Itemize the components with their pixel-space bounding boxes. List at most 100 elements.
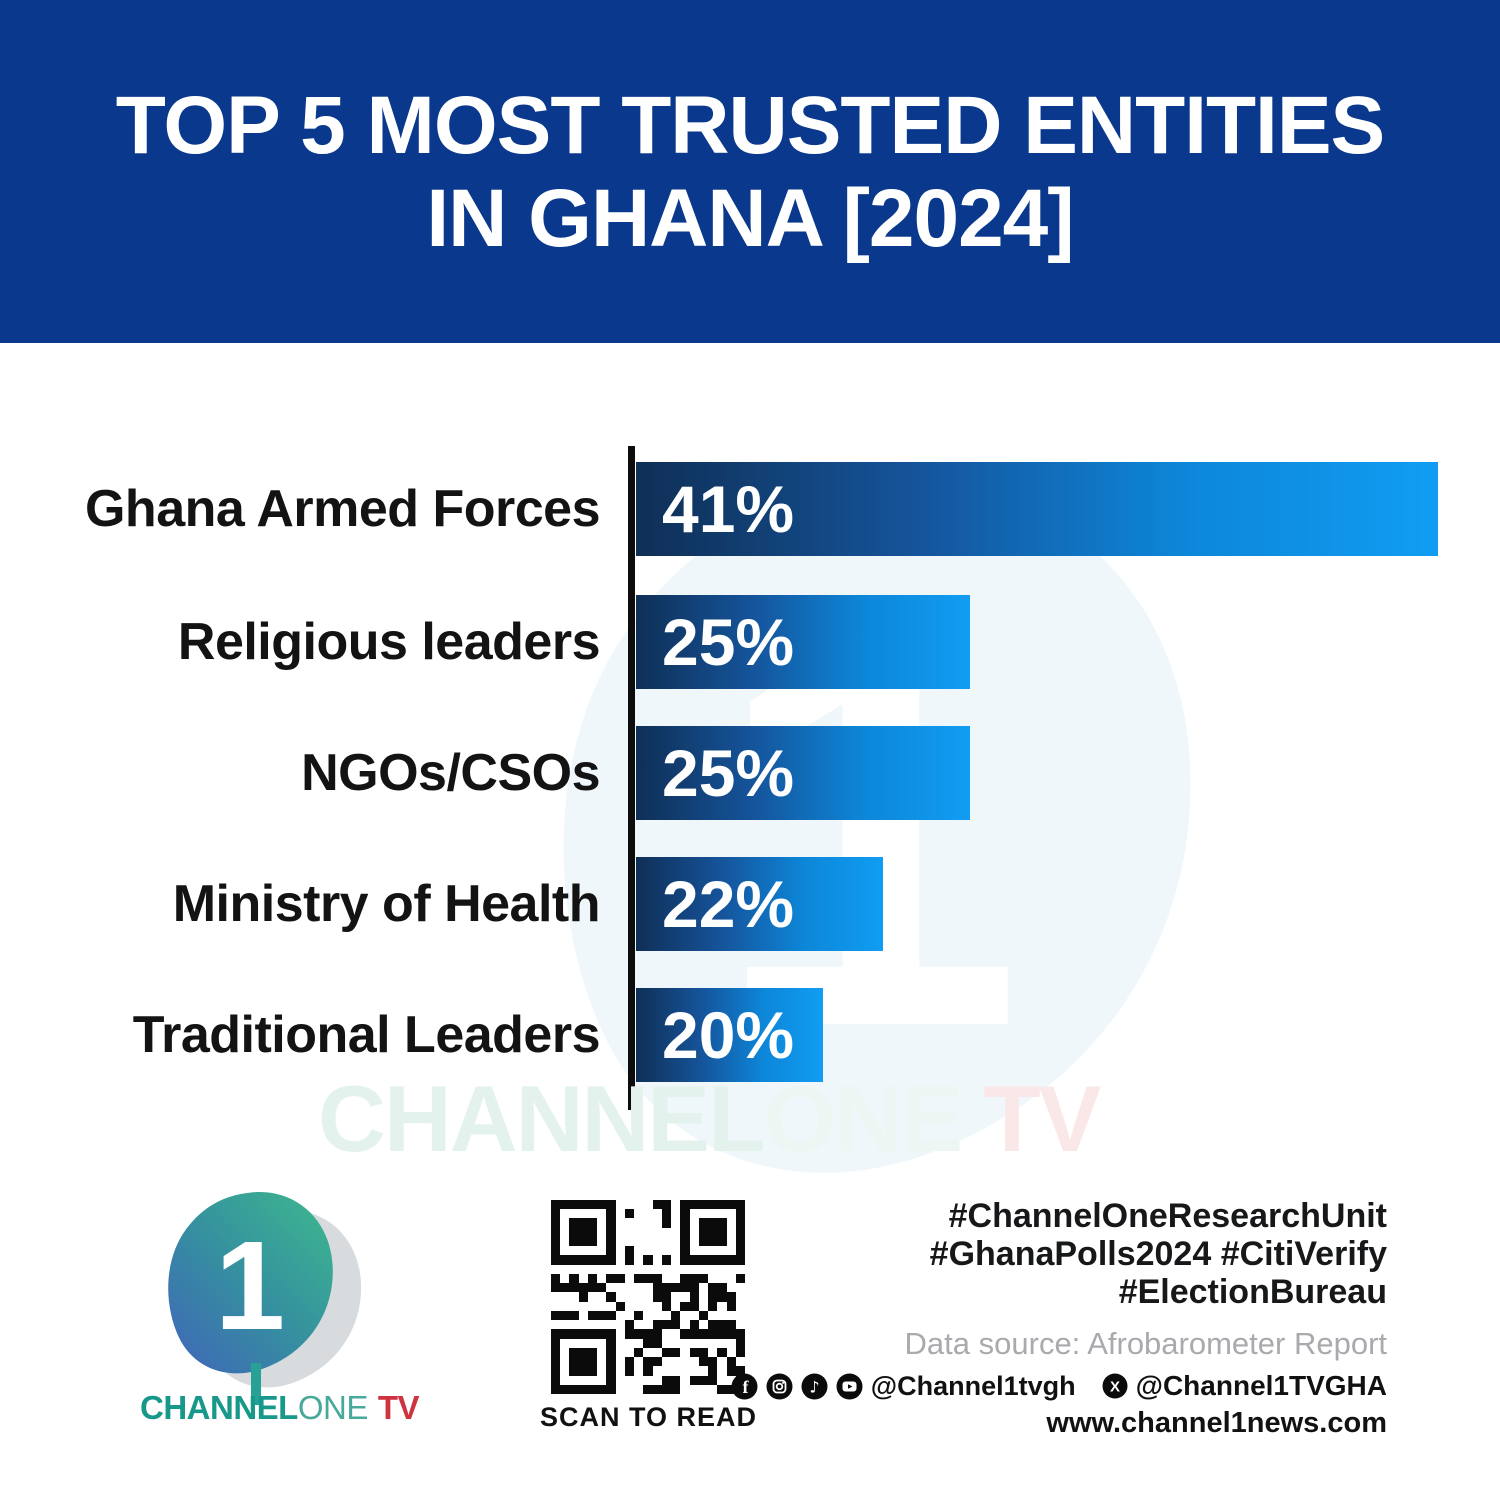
bar-value-religious-leaders: 25% <box>662 605 795 679</box>
qr-module <box>717 1375 727 1385</box>
qr-module <box>698 1264 709 1274</box>
qr-module <box>606 1200 616 1210</box>
qr-module <box>597 1329 607 1339</box>
qr-module <box>680 1366 690 1376</box>
qr-module <box>680 1246 690 1256</box>
qr-module <box>717 1246 727 1256</box>
qr-module <box>560 1310 570 1321</box>
qr-module <box>680 1227 690 1237</box>
qr-module <box>680 1236 690 1247</box>
qr-module <box>560 1292 570 1302</box>
qr-module <box>551 1301 561 1311</box>
qr-module <box>652 1347 662 1358</box>
qr-module <box>560 1320 570 1330</box>
qr-module <box>606 1329 616 1339</box>
qr-module <box>569 1227 579 1237</box>
qr-module <box>551 1329 561 1339</box>
qr-module <box>634 1384 644 1394</box>
qr-module <box>569 1200 579 1210</box>
qr-module <box>624 1264 635 1274</box>
header-band: TOP 5 MOST TRUSTED ENTITIES IN GHANA [20… <box>0 0 1500 343</box>
qr-module <box>708 1218 718 1228</box>
qr-module <box>606 1338 616 1348</box>
qr-module <box>587 1357 598 1367</box>
qr-module <box>689 1292 699 1302</box>
qr-module <box>680 1310 690 1321</box>
qr-module <box>634 1273 644 1284</box>
qr-module <box>634 1209 644 1219</box>
bar-value-ngos-csos: 25% <box>662 736 795 810</box>
qr-caption: SCAN TO READ <box>540 1402 758 1432</box>
qr-module <box>717 1209 727 1219</box>
qr-module <box>597 1283 607 1293</box>
qr-module <box>615 1209 625 1219</box>
qr-module <box>551 1338 561 1348</box>
qr-module <box>606 1310 616 1321</box>
qr-module <box>624 1246 635 1256</box>
qr-module <box>717 1301 727 1311</box>
qr-module <box>569 1273 579 1284</box>
qr-module <box>551 1227 561 1237</box>
chart-axis-line <box>628 446 635 1110</box>
qr-module <box>671 1320 681 1330</box>
qr-module <box>689 1283 699 1293</box>
qr-module <box>717 1200 727 1210</box>
qr-module <box>569 1283 579 1293</box>
qr-module <box>661 1347 672 1358</box>
logo-wordmark-tv: TV <box>377 1389 420 1426</box>
qr-module <box>680 1338 690 1348</box>
qr-module <box>726 1227 736 1237</box>
qr-module <box>661 1338 672 1348</box>
qr-module <box>615 1246 625 1256</box>
qr-module <box>698 1200 709 1210</box>
hashtags-line3: #ElectionBureau <box>1118 1273 1387 1311</box>
qr-module <box>597 1292 607 1302</box>
qr-module <box>671 1273 681 1284</box>
bar-label-religious-leaders: Religious leaders <box>177 613 601 671</box>
qr-module <box>735 1218 745 1228</box>
qr-module <box>689 1255 699 1265</box>
qr-module <box>569 1246 579 1256</box>
qr-module <box>652 1329 662 1339</box>
logo-wordmark-one: ONE <box>297 1389 369 1426</box>
qr-module <box>717 1227 727 1237</box>
qr-module <box>615 1218 625 1228</box>
qr-module <box>735 1292 745 1302</box>
qr-module <box>597 1209 607 1219</box>
qr-module <box>680 1273 690 1284</box>
qr-module <box>624 1338 635 1348</box>
qr-module <box>551 1366 561 1376</box>
qr-module <box>587 1218 598 1228</box>
qr-module <box>634 1200 644 1210</box>
qr-module <box>597 1236 607 1247</box>
qr-module <box>634 1357 644 1367</box>
qr-module <box>661 1255 672 1265</box>
qr-module <box>735 1236 745 1247</box>
qr-module <box>643 1366 653 1376</box>
qr-module <box>578 1366 588 1376</box>
qr-module <box>680 1218 690 1228</box>
qr-module <box>578 1329 588 1339</box>
qr-module <box>615 1255 625 1265</box>
qr-module <box>689 1209 699 1219</box>
qr-module <box>708 1320 718 1330</box>
qr-module <box>726 1209 736 1219</box>
qr-module <box>569 1209 579 1219</box>
qr-module <box>606 1246 616 1256</box>
bar-label-traditional-leaders: Traditional Leaders <box>132 1006 601 1064</box>
qr-module <box>634 1227 644 1237</box>
qr-module <box>551 1357 561 1367</box>
qr-module <box>717 1255 727 1265</box>
qr-module <box>652 1357 662 1367</box>
qr-module <box>652 1292 662 1302</box>
qr-module <box>551 1246 561 1256</box>
qr-module <box>652 1200 662 1210</box>
qr-module <box>643 1347 653 1358</box>
qr-module <box>606 1227 616 1237</box>
qr-module <box>661 1273 672 1284</box>
qr-module <box>551 1255 561 1265</box>
qr-module <box>597 1384 607 1394</box>
qr-module <box>615 1236 625 1247</box>
qr-module <box>624 1301 635 1311</box>
bar-traditional-leaders: 20% <box>636 988 823 1082</box>
